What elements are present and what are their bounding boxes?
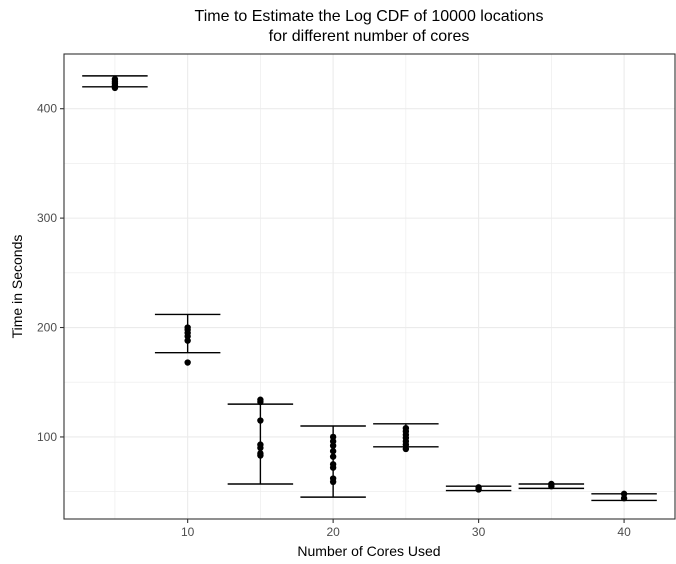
data-point — [329, 475, 337, 482]
panel-border — [63, 53, 676, 520]
y-axis-title: Time in Seconds — [9, 235, 25, 339]
data-point — [402, 445, 410, 453]
x-tick-label: 30 — [472, 525, 486, 539]
data-point — [257, 396, 264, 403]
data-marks — [82, 75, 657, 502]
y-tick-label: 200 — [37, 321, 57, 335]
x-tick-label: 20 — [326, 525, 340, 539]
data-point — [329, 453, 337, 460]
data-point — [111, 75, 119, 83]
axis-ticks: 10 20 30 40 100 200 300 400 — [37, 102, 631, 539]
data-point — [329, 447, 337, 455]
chart-title: Time to Estimate the Log CDF of 10000 lo… — [195, 8, 544, 25]
data-point — [257, 450, 264, 457]
data-point — [184, 337, 191, 344]
data-point — [475, 484, 482, 491]
data-point — [257, 417, 264, 424]
data-point — [620, 495, 628, 502]
data-point — [402, 424, 410, 432]
chart-subtitle: for different number of cores — [269, 28, 470, 45]
y-tick-label: 400 — [37, 102, 57, 116]
data-point — [329, 442, 337, 449]
data-point — [184, 359, 191, 366]
x-tick-label: 40 — [617, 525, 631, 539]
data-point — [184, 324, 191, 331]
x-axis-title: Number of Cores Used — [297, 543, 440, 559]
x-tick-label: 10 — [181, 525, 195, 539]
data-point — [329, 433, 337, 441]
data-point — [329, 461, 337, 468]
data-point — [548, 480, 555, 488]
data-point — [620, 490, 628, 498]
minor-grid — [64, 54, 675, 519]
data-point — [257, 441, 264, 448]
data-point — [329, 438, 337, 445]
y-tick-label: 300 — [37, 211, 57, 225]
y-tick-label: 100 — [37, 430, 57, 444]
